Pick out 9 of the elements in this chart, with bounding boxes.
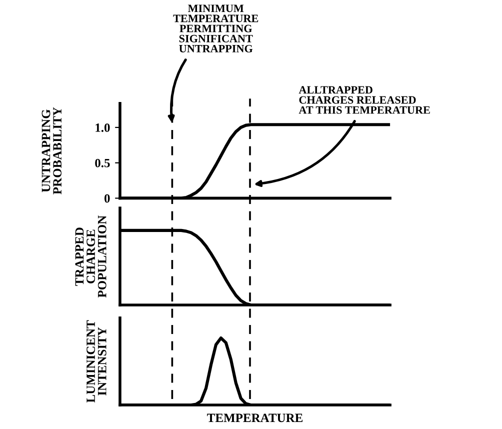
y-axis-title: TRAPPED CHARGE POPULATION	[75, 216, 106, 298]
y-axis-title: LUMINICENT INTENSITY	[86, 320, 106, 403]
x-axis-title: TEMPERATURE	[207, 414, 303, 422]
y-tick-label: 0.5	[95, 158, 110, 168]
text: MINIMUM TEMPERATURE PERMITTING SIGNIFICANT UNTRAPPING	[173, 4, 258, 52]
y-tick-label: 1.0	[96, 123, 110, 132]
y-axis-title: UNTRAPPING PROBABILITY	[42, 107, 62, 194]
y-tick-label: 0	[104, 194, 110, 203]
annotation: ALLTRAPPED CHARGES RELEASED AT THIS TEMPERATURE	[298, 86, 430, 114]
